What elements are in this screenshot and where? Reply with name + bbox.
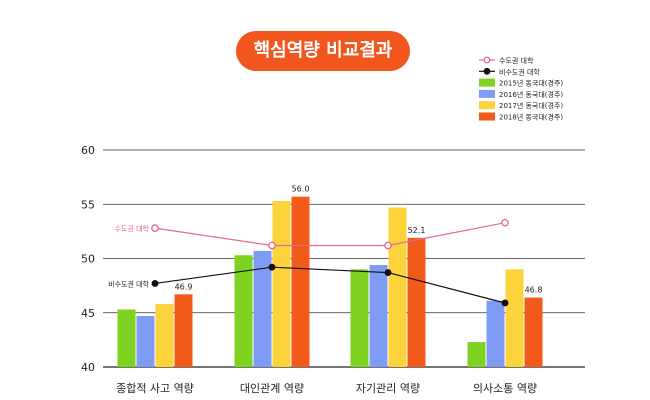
- bar: [505, 269, 524, 367]
- legend-bar-swatch: [479, 89, 495, 98]
- series-line: [154, 266, 506, 304]
- legend-label: 비수도권 대학: [499, 67, 540, 76]
- chart-title: 핵심역량 비교결과: [236, 31, 410, 71]
- bar: [388, 207, 407, 367]
- y-tick-label: 40: [81, 361, 95, 374]
- line-annotation: 수도권 대학: [115, 224, 150, 233]
- data-label: 46.9: [175, 282, 193, 291]
- y-tick-label: 50: [81, 253, 95, 266]
- bar: [272, 200, 291, 367]
- bar: [136, 316, 155, 367]
- bar: [486, 300, 505, 367]
- bar: [467, 342, 486, 367]
- legend-label: 2015년 동국대(경주): [499, 79, 563, 88]
- x-tick-label: 종합적 사고 역량: [116, 382, 194, 395]
- data-label: 46.8: [525, 286, 543, 295]
- line-point: [151, 280, 159, 287]
- bar: [407, 237, 426, 367]
- legend-marker: [483, 67, 491, 75]
- bar: [117, 309, 136, 367]
- line-annotation: 비수도권 대학: [108, 279, 149, 288]
- legend-marker: [483, 56, 491, 64]
- bar: [369, 265, 388, 367]
- line-point: [268, 241, 276, 250]
- bar: [524, 297, 543, 367]
- y-tick-label: 55: [81, 198, 95, 211]
- line-point: [384, 241, 392, 250]
- line-point: [268, 263, 276, 271]
- line-point: [501, 299, 509, 307]
- bar: [155, 304, 174, 367]
- y-tick-label: 45: [81, 307, 95, 320]
- x-tick-label: 대인관계 역량: [240, 382, 304, 395]
- line-point: [384, 269, 392, 277]
- legend-bar-swatch: [479, 101, 495, 110]
- series-line: [154, 222, 506, 247]
- line-point: [151, 224, 159, 232]
- bar: [234, 255, 253, 367]
- line-point: [501, 218, 509, 227]
- legend-label: 2016년 동국대(경주): [499, 90, 563, 99]
- legend-bar-swatch: [479, 112, 495, 121]
- x-tick-label: 의사소통 역량: [473, 382, 537, 395]
- y-tick-label: 60: [81, 144, 95, 157]
- x-tick-label: 자기관리 역량: [356, 382, 420, 395]
- legend-bar-swatch: [479, 78, 495, 87]
- bar: [350, 269, 369, 367]
- legend-label: 수도권 대학: [499, 56, 534, 65]
- bar: [253, 250, 272, 367]
- data-label: 52.1: [408, 226, 426, 235]
- legend-label: 2017년 동국대(경주): [499, 101, 563, 110]
- legend-label: 2018년 동국대(경주): [499, 113, 563, 122]
- bar: [174, 294, 193, 367]
- bar: [291, 196, 310, 367]
- data-label: 56.0: [292, 185, 310, 194]
